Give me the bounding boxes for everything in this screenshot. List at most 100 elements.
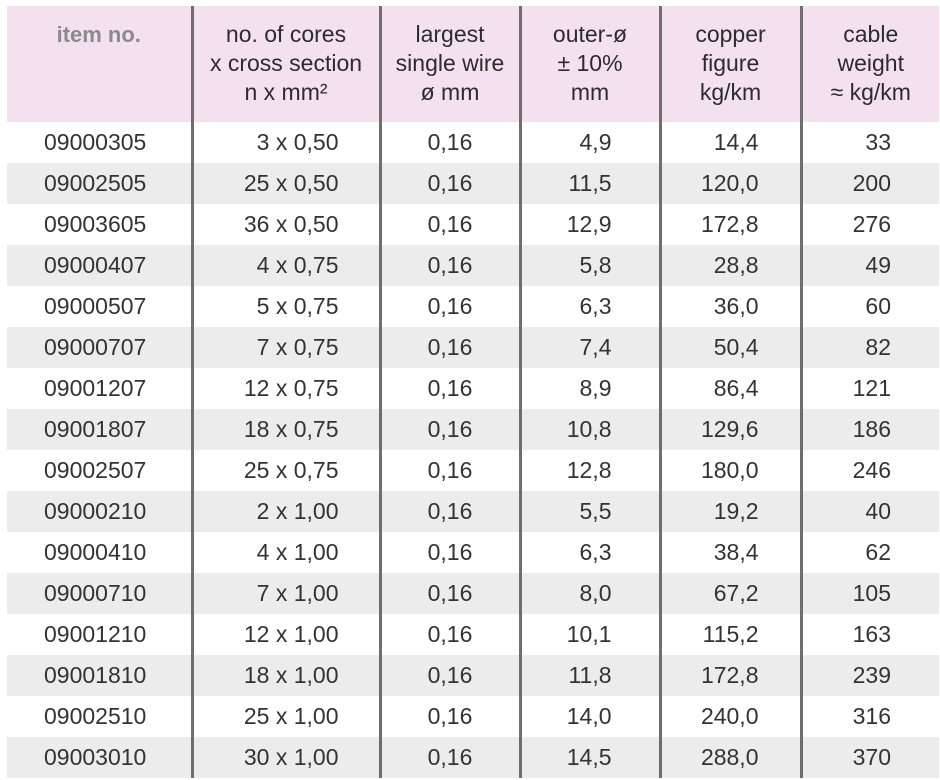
cell-outer-diameter: 14,0: [520, 696, 662, 737]
cell-largest-single-wire: 0,16: [380, 122, 522, 163]
cell-item-no: 09002505: [7, 163, 194, 204]
cell-item-no: 09002507: [7, 450, 194, 491]
cell-largest-single-wire: 0,16: [380, 204, 522, 245]
cell-outer-diameter: 5,8: [520, 245, 662, 286]
cell-item-no: 09000410: [7, 532, 194, 573]
cell-cable-weight: 370: [801, 737, 939, 778]
cell-largest-single-wire: 0,16: [380, 450, 522, 491]
table-row: 09001810 18 x 1,00 0,16 11,8 172,8 239: [7, 655, 939, 696]
cell-cable-weight: 60: [801, 286, 939, 327]
cell-cable-weight: 239: [801, 655, 939, 696]
header-cable-weight-line: ≈ kg/km: [830, 79, 911, 105]
cell-copper-figure: 19,2: [660, 491, 803, 532]
table-row: 09000210 2 x 1,00 0,16 5,5 19,2 40: [7, 491, 939, 532]
table-row: 09002510 25 x 1,00 0,16 14,0 240,0 316: [7, 696, 939, 737]
cell-copper-figure: 50,4: [660, 327, 803, 368]
table-row: 09002505 25 x 0,50 0,16 11,5 120,0 200: [7, 163, 939, 204]
cell-cores-cross-section: 12 x 1,00: [192, 614, 382, 655]
cell-cable-weight: 62: [801, 532, 939, 573]
header-outer-diameter-line: mm: [570, 79, 610, 105]
cell-copper-figure: 240,0: [660, 696, 803, 737]
cell-cores-cross-section: 36 x 0,50: [192, 204, 382, 245]
cell-outer-diameter: 14,5: [520, 737, 662, 778]
cell-item-no: 09000507: [7, 286, 194, 327]
header-cores-cross-section-line: n x mm²: [244, 79, 328, 105]
header-copper-figure: copper figure kg/km: [660, 6, 803, 122]
cell-largest-single-wire: 0,16: [380, 655, 522, 696]
cell-cores-cross-section: 2 x 1,00: [192, 491, 382, 532]
cell-outer-diameter: 6,3: [520, 532, 662, 573]
header-item-no: item no.: [7, 6, 194, 122]
cell-copper-figure: 172,8: [660, 204, 803, 245]
cell-cable-weight: 316: [801, 696, 939, 737]
cell-item-no: 09003605: [7, 204, 194, 245]
cell-copper-figure: 288,0: [660, 737, 803, 778]
header-copper-figure-line: figure: [701, 50, 760, 76]
table-row: 09000710 7 x 1,00 0,16 8,0 67,2 105: [7, 573, 939, 614]
cell-item-no: 09000710: [7, 573, 194, 614]
table-row: 09003010 30 x 1,00 0,16 14,5 288,0 370: [7, 737, 939, 778]
table-row: 09000407 4 x 0,75 0,16 5,8 28,8 49: [7, 245, 939, 286]
cell-outer-diameter: 6,3: [520, 286, 662, 327]
header-copper-figure-line: copper: [695, 21, 766, 47]
cell-cable-weight: 105: [801, 573, 939, 614]
cell-cable-weight: 49: [801, 245, 939, 286]
cell-largest-single-wire: 0,16: [380, 573, 522, 614]
cell-largest-single-wire: 0,16: [380, 409, 522, 450]
table-row: 09000410 4 x 1,00 0,16 6,3 38,4 62: [7, 532, 939, 573]
cell-largest-single-wire: 0,16: [380, 163, 522, 204]
cell-largest-single-wire: 0,16: [380, 491, 522, 532]
header-outer-diameter: outer-ø ± 10% mm: [520, 6, 662, 122]
cell-cable-weight: 200: [801, 163, 939, 204]
table-row: 09001207 12 x 0,75 0,16 8,9 86,4 121: [7, 368, 939, 409]
table-row: 09000507 5 x 0,75 0,16 6,3 36,0 60: [7, 286, 939, 327]
table-row: 09002507 25 x 0,75 0,16 12,8 180,0 246: [7, 450, 939, 491]
header-item-no-line: item no.: [56, 22, 141, 47]
cell-outer-diameter: 7,4: [520, 327, 662, 368]
cell-outer-diameter: 12,8: [520, 450, 662, 491]
cell-copper-figure: 14,4: [660, 122, 803, 163]
cell-outer-diameter: 10,1: [520, 614, 662, 655]
header-cable-weight: cable weight ≈ kg/km: [801, 6, 939, 122]
cell-item-no: 09000210: [7, 491, 194, 532]
header-cable-weight-line: weight: [837, 50, 904, 76]
cell-cores-cross-section: 18 x 1,00: [192, 655, 382, 696]
cell-cable-weight: 276: [801, 204, 939, 245]
table-row: 09001807 18 x 0,75 0,16 10,8 129,6 186: [7, 409, 939, 450]
cell-copper-figure: 86,4: [660, 368, 803, 409]
cell-copper-figure: 180,0: [660, 450, 803, 491]
cell-cores-cross-section: 7 x 0,75: [192, 327, 382, 368]
header-copper-figure-line: kg/km: [699, 79, 762, 105]
header-outer-diameter-line: ± 10%: [557, 50, 623, 76]
cell-cable-weight: 186: [801, 409, 939, 450]
cell-largest-single-wire: 0,16: [380, 327, 522, 368]
cell-copper-figure: 115,2: [660, 614, 803, 655]
table-row: 09000707 7 x 0,75 0,16 7,4 50,4 82: [7, 327, 939, 368]
header-cores-cross-section: no. of cores x cross section n x mm²: [192, 6, 382, 122]
cell-largest-single-wire: 0,16: [380, 532, 522, 573]
cell-copper-figure: 129,6: [660, 409, 803, 450]
cell-copper-figure: 38,4: [660, 532, 803, 573]
cell-outer-diameter: 12,9: [520, 204, 662, 245]
cell-cores-cross-section: 18 x 0,75: [192, 409, 382, 450]
cell-cable-weight: 40: [801, 491, 939, 532]
cell-item-no: 09001810: [7, 655, 194, 696]
cell-cores-cross-section: 4 x 0,75: [192, 245, 382, 286]
cell-cores-cross-section: 30 x 1,00: [192, 737, 382, 778]
cell-copper-figure: 67,2: [660, 573, 803, 614]
cell-cable-weight: 246: [801, 450, 939, 491]
cell-outer-diameter: 10,8: [520, 409, 662, 450]
cell-item-no: 09001807: [7, 409, 194, 450]
cell-item-no: 09003010: [7, 737, 194, 778]
table-row: 09003605 36 x 0,50 0,16 12,9 172,8 276: [7, 204, 939, 245]
cell-item-no: 09000305: [7, 122, 194, 163]
cell-outer-diameter: 11,5: [520, 163, 662, 204]
cell-copper-figure: 120,0: [660, 163, 803, 204]
table-body: 09000305 3 x 0,50 0,16 4,9 14,4 33 09002505 25 …: [7, 122, 939, 778]
cell-copper-figure: 172,8: [660, 655, 803, 696]
header-largest-single-wire: largest single wire ø mm: [380, 6, 522, 122]
cell-largest-single-wire: 0,16: [380, 737, 522, 778]
table-row: 09001210 12 x 1,00 0,16 10,1 115,2 163: [7, 614, 939, 655]
cell-item-no: 09001207: [7, 368, 194, 409]
